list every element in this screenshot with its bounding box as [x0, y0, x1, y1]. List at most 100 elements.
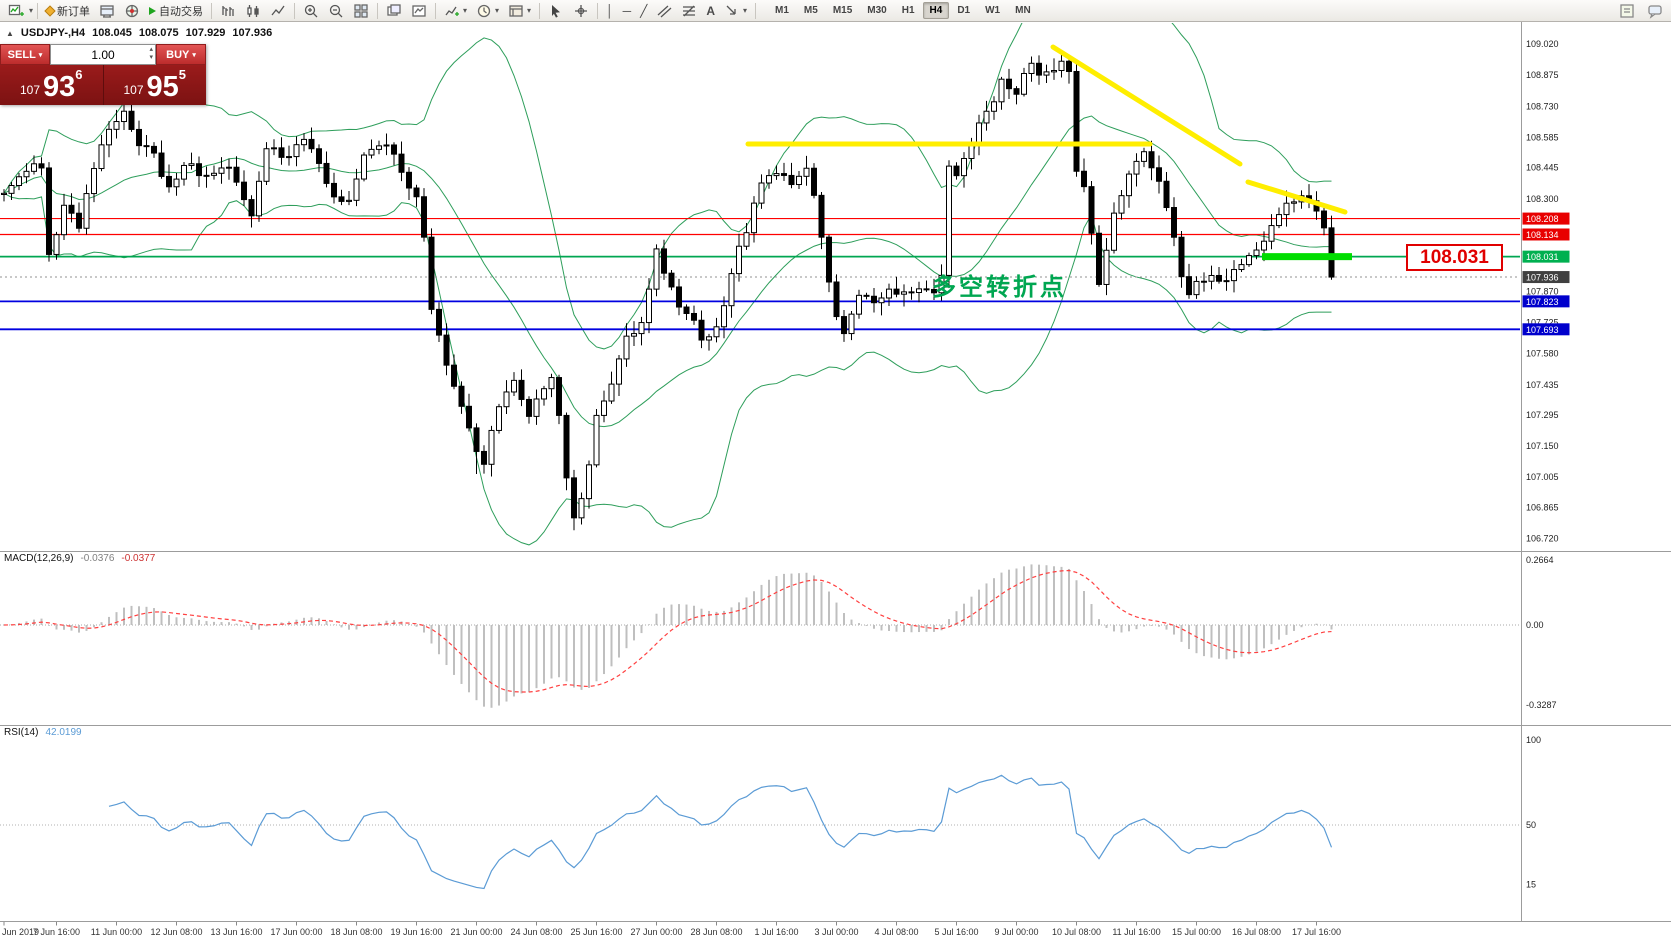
new-chart-caret-icon[interactable]: ▾: [29, 6, 34, 15]
rsi-label-row: RSI(14) 42.0199: [4, 727, 82, 738]
price-callout-box: 108.031: [1406, 244, 1503, 271]
tf-d1-button[interactable]: D1: [957, 5, 971, 16]
svg-text:17 Jul 16:00: 17 Jul 16:00: [1292, 927, 1341, 937]
svg-text:107.870: 107.870: [1526, 286, 1559, 296]
help-button[interactable]: [1615, 1, 1639, 20]
tf-m30-button[interactable]: M30: [867, 5, 887, 16]
svg-text:Jun 2019: Jun 2019: [2, 927, 39, 937]
macd-signal-value: -0.0377: [121, 553, 156, 564]
channel-tool-button[interactable]: [652, 1, 676, 20]
new-chart-button[interactable]: [4, 1, 28, 20]
svg-text:13 Jun 16:00: 13 Jun 16:00: [210, 927, 262, 937]
svg-text:27 Jun 00:00: 27 Jun 00:00: [630, 927, 682, 937]
tf-m15-button[interactable]: M15: [832, 5, 853, 16]
svg-text:28 Jun 08:00: 28 Jun 08:00: [690, 927, 742, 937]
price-axis[interactable]: [1522, 22, 1671, 922]
trendline-tool-button[interactable]: ╱: [640, 3, 648, 18]
sell-button[interactable]: SELL ▾: [0, 44, 50, 65]
ohlc-low: 107.929: [185, 27, 226, 39]
svg-text:24 Jun 08:00: 24 Jun 08:00: [510, 927, 562, 937]
sell-caret-icon: ▾: [38, 51, 43, 59]
sell-price-big: 93: [43, 71, 76, 103]
candles-chart-button[interactable]: [241, 1, 265, 20]
autotrade-button[interactable]: 自动交易: [145, 1, 207, 20]
tf-m5-button[interactable]: M5: [803, 5, 818, 16]
tf-mn-button[interactable]: MN: [1015, 5, 1031, 16]
autotrade-label: 自动交易: [159, 5, 204, 18]
arrows-tool-button[interactable]: ▾: [720, 1, 751, 20]
volume-input[interactable]: 1.00 ▴ ▾: [50, 44, 156, 65]
svg-text:15: 15: [1526, 880, 1536, 890]
toolbar-separator: [294, 2, 296, 19]
text-label-tool-button[interactable]: A: [706, 3, 715, 18]
time-axis[interactable]: [0, 922, 1522, 942]
periods-button[interactable]: ▾: [472, 1, 503, 20]
svg-text:4 Jul 08:00: 4 Jul 08:00: [874, 927, 918, 937]
chat-button[interactable]: [1643, 1, 1667, 20]
autotrade-play-icon: [149, 6, 157, 15]
svg-text:25 Jun 16:00: 25 Jun 16:00: [570, 927, 622, 937]
crosshair-tool-button[interactable]: [569, 1, 593, 20]
svg-text:17 Jun 00:00: 17 Jun 00:00: [270, 927, 322, 937]
zoom-in-button[interactable]: [299, 1, 323, 20]
symbol-name: USDJPY-,H4: [20, 27, 86, 39]
rsi-value: 42.0199: [45, 727, 82, 738]
buy-button[interactable]: BUY ▾: [156, 44, 206, 65]
tf-w1-button[interactable]: W1: [985, 5, 1001, 16]
symbol-ohlc-header: ▲ USDJPY-,H4 108.045 108.075 107.929 107…: [6, 27, 272, 39]
svg-text:0.2664: 0.2664: [1526, 555, 1554, 565]
zoom-out-button[interactable]: [324, 1, 348, 20]
horizontal-line-tool-button[interactable]: ─: [622, 3, 632, 18]
track-chart-button[interactable]: [407, 1, 431, 20]
tf-m1-button[interactable]: M1: [775, 5, 789, 16]
svg-text:-0.3287: -0.3287: [1526, 700, 1557, 710]
toolbar-separator: [377, 2, 379, 19]
svg-text:9 Jul 00:00: 9 Jul 00:00: [994, 927, 1038, 937]
indicators-add-button[interactable]: ▾: [440, 1, 471, 20]
svg-text:5 Jul 16:00: 5 Jul 16:00: [934, 927, 978, 937]
volume-down-button[interactable]: ▾: [149, 54, 153, 61]
strategy-tester-button[interactable]: [120, 1, 144, 20]
svg-text:106.865: 106.865: [1526, 502, 1559, 512]
cascade-windows-button[interactable]: [382, 1, 406, 20]
svg-text:106.720: 106.720: [1526, 534, 1559, 544]
svg-text:100: 100: [1526, 735, 1541, 745]
svg-text:3 Jul 00:00: 3 Jul 00:00: [814, 927, 858, 937]
svg-text:107.693: 107.693: [1526, 325, 1559, 335]
fibonacci-tool-button[interactable]: [677, 1, 701, 20]
new-order-label: 新订单: [57, 5, 91, 18]
tf-h1-button[interactable]: H1: [901, 5, 915, 16]
svg-text:108.585: 108.585: [1526, 133, 1559, 143]
cursor-tool-button[interactable]: [544, 1, 568, 20]
svg-text:107.936: 107.936: [1526, 273, 1559, 283]
svg-text:107.435: 107.435: [1526, 380, 1559, 390]
svg-text:108.134: 108.134: [1526, 230, 1559, 240]
svg-text:107.823: 107.823: [1526, 297, 1559, 307]
buy-label: BUY: [166, 48, 190, 61]
new-order-icon: [44, 4, 56, 17]
toolbar-separator: [755, 2, 756, 19]
collapse-marker-icon[interactable]: ▲: [6, 28, 14, 38]
ohlc-open: 108.045: [92, 27, 132, 39]
svg-text:11 Jul 16:00: 11 Jul 16:00: [1112, 927, 1160, 937]
svg-text:108.875: 108.875: [1526, 70, 1559, 80]
templates-button[interactable]: ▾: [504, 1, 535, 20]
tile-windows-button[interactable]: [349, 1, 373, 20]
line-chart-button[interactable]: [266, 1, 290, 20]
new-order-button[interactable]: 新订单: [42, 1, 94, 20]
buy-price-big: 95: [146, 71, 179, 103]
vertical-line-tool-button[interactable]: │: [606, 3, 614, 18]
terminal-button[interactable]: [95, 1, 119, 20]
tf-h4-button[interactable]: H4: [922, 2, 950, 19]
bars-chart-button[interactable]: [216, 1, 240, 20]
buy-price-display[interactable]: 107 95 5: [102, 65, 207, 105]
sell-price-prefix: 107: [19, 83, 41, 97]
volume-up-button[interactable]: ▴: [149, 46, 153, 53]
svg-text:50: 50: [1526, 820, 1536, 830]
macd-label-row: MACD(12,26,9) -0.0376 -0.0377: [4, 553, 155, 564]
svg-text:109.020: 109.020: [1526, 39, 1559, 49]
svg-text:1 Jul 16:00: 1 Jul 16:00: [754, 927, 798, 937]
sell-price-display[interactable]: 107 93 6: [0, 65, 103, 105]
